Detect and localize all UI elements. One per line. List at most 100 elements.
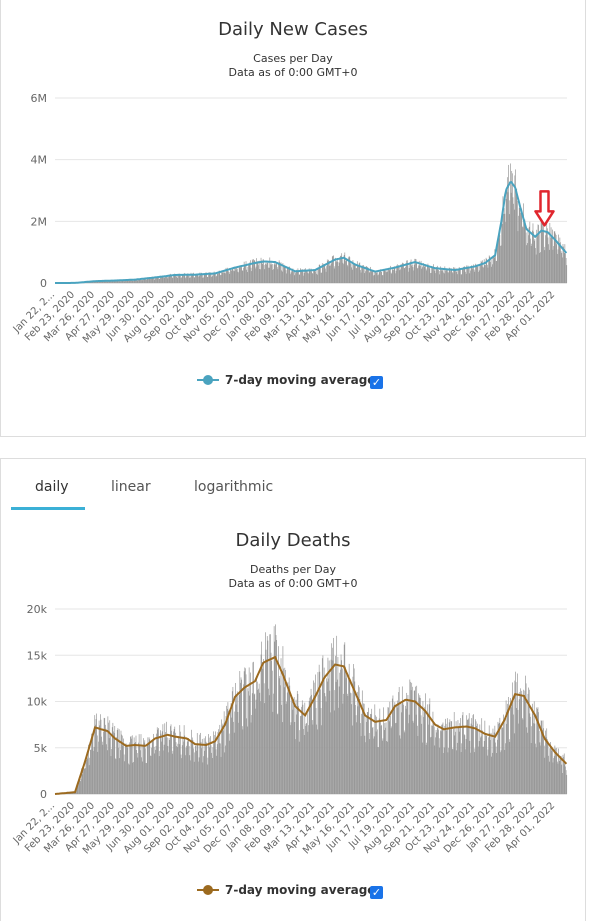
deaths-daily-bar bbox=[203, 756, 204, 794]
cases-daily-bar bbox=[435, 268, 437, 283]
deaths-daily-bar bbox=[288, 687, 289, 794]
deaths-moving-average-checkbox[interactable]: ✓ bbox=[370, 886, 383, 899]
cases-daily-bar bbox=[257, 261, 259, 283]
deaths-legend-item[interactable]: 7-day moving average bbox=[197, 883, 375, 897]
deaths-daily-bar bbox=[411, 686, 413, 794]
cases-daily-bar bbox=[122, 280, 124, 283]
deaths-daily-bar bbox=[113, 733, 115, 794]
deaths-daily-bar bbox=[295, 739, 296, 794]
deaths-daily-bar bbox=[128, 764, 130, 794]
cases-daily-bar bbox=[321, 272, 323, 283]
deaths-daily-bar bbox=[282, 646, 284, 794]
deaths-daily-bar bbox=[303, 735, 305, 794]
cases-daily-bar bbox=[219, 270, 221, 283]
cases-daily-bar bbox=[126, 279, 127, 283]
deaths-daily-bar bbox=[143, 738, 144, 794]
deaths-daily-bar bbox=[525, 675, 526, 794]
deaths-daily-bar bbox=[365, 715, 367, 794]
cases-daily-bar bbox=[143, 278, 145, 283]
deaths-daily-bar bbox=[128, 763, 129, 794]
deaths-daily-bar bbox=[218, 729, 219, 794]
deaths-daily-bar bbox=[391, 726, 393, 794]
deaths-daily-bar bbox=[138, 742, 139, 794]
cases-daily-bar bbox=[225, 267, 227, 283]
cases-daily-bar bbox=[556, 244, 558, 283]
cases-daily-bar bbox=[346, 258, 348, 283]
cases-daily-bar bbox=[383, 270, 385, 283]
deaths-daily-bar bbox=[543, 745, 545, 794]
deaths-daily-bar bbox=[145, 762, 147, 794]
cases-daily-bar bbox=[285, 270, 287, 283]
cases-legend-item[interactable]: 7-day moving average bbox=[197, 373, 375, 387]
deaths-daily-bar bbox=[80, 779, 82, 794]
deaths-daily-bar bbox=[503, 720, 505, 794]
deaths-daily-bar bbox=[140, 750, 141, 794]
deaths-daily-bar bbox=[522, 719, 524, 794]
cases-daily-bar bbox=[446, 268, 448, 283]
deaths-daily-bar bbox=[411, 682, 413, 794]
red-down-arrow-icon bbox=[534, 190, 555, 227]
deaths-daily-bar bbox=[368, 707, 369, 794]
deaths-daily-bar bbox=[521, 690, 523, 794]
deaths-daily-bar bbox=[455, 721, 457, 794]
deaths-daily-bar bbox=[353, 668, 355, 794]
cases-daily-bar bbox=[240, 267, 242, 283]
cases-daily-bar bbox=[236, 268, 238, 283]
tab-linear[interactable]: linear bbox=[111, 479, 151, 495]
deaths-daily-bar bbox=[115, 758, 116, 794]
deaths-daily-bar bbox=[360, 736, 362, 794]
deaths-daily-bar bbox=[347, 695, 349, 794]
deaths-daily-bar bbox=[565, 770, 567, 794]
cases-daily-bar bbox=[238, 272, 239, 283]
deaths-daily-bar bbox=[359, 698, 361, 794]
deaths-daily-bar bbox=[193, 761, 195, 794]
deaths-daily-bar bbox=[190, 741, 192, 794]
tab-logarithmic[interactable]: logarithmic bbox=[194, 479, 274, 495]
cases-daily-bar bbox=[308, 273, 309, 283]
deaths-daily-bar bbox=[398, 686, 400, 794]
cases-daily-bar bbox=[369, 272, 371, 283]
cases-daily-bar bbox=[365, 271, 366, 283]
cases-daily-bar bbox=[486, 259, 488, 283]
deaths-daily-bar bbox=[195, 745, 196, 794]
deaths-daily-bar bbox=[454, 735, 456, 794]
deaths-daily-bar bbox=[375, 731, 377, 794]
deaths-daily-bar bbox=[351, 725, 353, 794]
cases-daily-bar bbox=[463, 266, 465, 283]
deaths-daily-bar bbox=[317, 672, 319, 794]
deaths-daily-bar bbox=[505, 700, 507, 794]
cases-daily-bar bbox=[502, 196, 504, 283]
deaths-daily-bar bbox=[420, 698, 421, 794]
cases-daily-bar bbox=[108, 280, 110, 283]
cases-daily-bar bbox=[561, 252, 563, 283]
cases-daily-bar bbox=[350, 263, 352, 283]
deaths-daily-bar bbox=[495, 742, 496, 794]
cases-daily-bar bbox=[514, 175, 516, 283]
deaths-daily-bar bbox=[334, 690, 336, 794]
cases-daily-bar bbox=[395, 273, 396, 283]
deaths-daily-bar bbox=[550, 746, 552, 794]
cases-daily-bar bbox=[155, 277, 157, 283]
cases-moving-average-checkbox[interactable]: ✓ bbox=[370, 376, 383, 389]
deaths-daily-bar bbox=[479, 724, 481, 794]
cases-daily-bar bbox=[166, 276, 167, 283]
deaths-daily-bar bbox=[119, 758, 121, 794]
deaths-daily-bar bbox=[444, 725, 446, 794]
cases-daily-bar bbox=[132, 280, 134, 283]
deaths-daily-bar bbox=[410, 690, 412, 794]
cases-daily-bar bbox=[124, 281, 126, 283]
cases-daily-bar bbox=[550, 227, 552, 283]
cases-daily-bar bbox=[148, 277, 150, 283]
tab-daily[interactable]: daily bbox=[35, 479, 69, 495]
cases-daily-bar bbox=[337, 261, 339, 283]
cases-daily-bar bbox=[385, 271, 386, 283]
cases-daily-bar bbox=[411, 264, 413, 283]
cases-daily-bar bbox=[253, 260, 255, 283]
cases-daily-bar bbox=[542, 231, 544, 283]
cases-daily-bar bbox=[363, 265, 364, 283]
cases-daily-bar bbox=[501, 216, 503, 283]
deaths-daily-bar bbox=[81, 768, 82, 794]
cases-daily-bar bbox=[380, 269, 381, 283]
cases-daily-bar bbox=[446, 269, 448, 283]
cases-daily-bar bbox=[329, 265, 331, 283]
